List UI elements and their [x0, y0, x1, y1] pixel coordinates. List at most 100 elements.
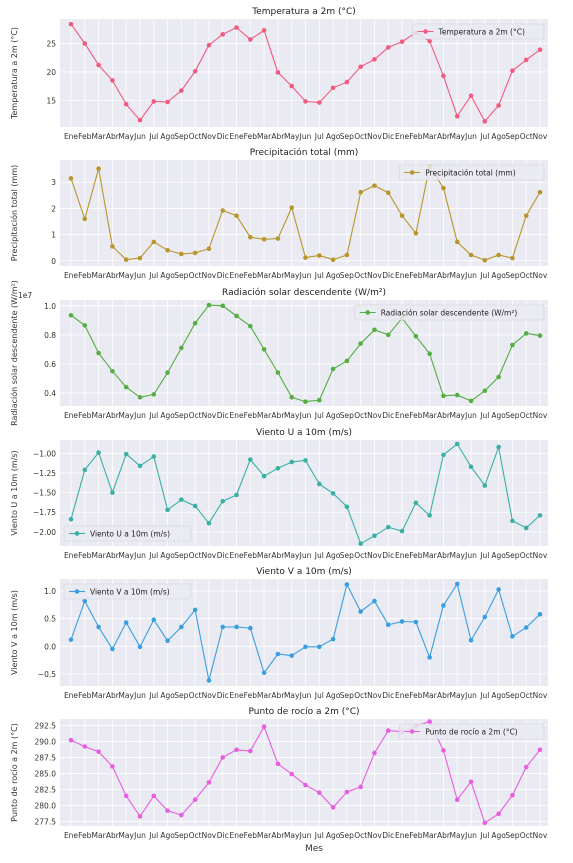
data-point: [248, 625, 253, 631]
data-point: [358, 341, 363, 346]
data-point: [96, 350, 101, 356]
data-point: [165, 370, 170, 375]
data-point: [510, 792, 515, 798]
x-tick-label: Jun: [133, 551, 146, 560]
data-point: [427, 719, 432, 724]
x-tick-label: Ene: [395, 551, 409, 560]
data-point: [123, 620, 129, 625]
data-point: [454, 581, 460, 587]
x-tick-label: Dic: [217, 271, 229, 280]
data-point: [234, 492, 239, 498]
x-tick-label: Jun: [464, 691, 477, 700]
data-point: [482, 614, 488, 620]
x-tick-label: Abr: [271, 271, 285, 280]
x-tick-label: Nov: [202, 691, 217, 700]
data-point: [275, 70, 281, 75]
x-tick-label: Abr: [106, 271, 120, 280]
x-tick-label: Mar: [423, 551, 438, 560]
x-tick-label: Ene: [229, 831, 243, 840]
data-point: [537, 513, 543, 518]
data-point: [510, 68, 515, 74]
x-tick-label: Ago: [160, 691, 175, 700]
x-tick-label: May: [449, 551, 465, 560]
x-tick-label: May: [284, 132, 300, 141]
data-point: [137, 255, 143, 261]
x-tick-label: Mar: [92, 411, 107, 420]
data-point: [220, 755, 226, 760]
x-tick-label: Dic: [217, 411, 229, 420]
data-point: [468, 464, 474, 469]
x-tick-label: Ago: [160, 411, 175, 420]
data-point: [399, 39, 405, 45]
x-tick-label: Mar: [423, 132, 438, 141]
x-tick-label: Sep: [174, 691, 188, 700]
data-point: [110, 646, 115, 652]
x-tick-label: Jun: [299, 831, 312, 840]
x-tick-label: Oct: [189, 132, 202, 141]
x-tick-label: Feb: [244, 132, 258, 141]
data-point: [123, 451, 129, 457]
data-point: [372, 750, 377, 756]
data-point: [165, 638, 170, 644]
x-tick-label: Ago: [326, 691, 341, 700]
data-point: [482, 483, 488, 488]
data-point: [330, 366, 336, 372]
data-point: [220, 303, 226, 309]
legend-marker-swatch: [409, 170, 415, 175]
x-tick-label: May: [118, 691, 134, 700]
data-point: [537, 333, 543, 338]
data-point: [358, 784, 363, 790]
x-tick-label: Nov: [533, 132, 548, 141]
data-point: [330, 491, 336, 496]
data-point: [358, 541, 363, 546]
x-tick-label: Ago: [326, 551, 341, 560]
x-tick-label: Ago: [160, 551, 175, 560]
x-tick-label: Sep: [505, 411, 519, 420]
x-tick-label: Oct: [520, 271, 533, 280]
data-point: [234, 747, 239, 753]
x-tick-label: Feb: [78, 411, 92, 420]
x-tick-label: Oct: [354, 831, 367, 840]
data-point: [385, 190, 391, 196]
y-tick-label: 0.0: [44, 642, 56, 651]
x-tick-label: Ene: [229, 551, 243, 560]
y-tick-label: −2.00: [33, 528, 56, 537]
y-tick-label: −1.50: [33, 489, 56, 498]
data-point: [399, 213, 405, 219]
chart-title: Precipitación total (mm): [250, 147, 359, 158]
data-point: [413, 500, 419, 506]
x-tick-label: May: [449, 271, 465, 280]
y-exponent-label: 1e7: [18, 291, 32, 300]
data-point: [82, 598, 88, 604]
x-tick-label: Mar: [92, 691, 107, 700]
data-point: [261, 28, 267, 33]
x-tick-label: Ene: [395, 691, 409, 700]
data-point: [206, 302, 212, 308]
data-point: [151, 239, 157, 245]
legend: Precipitación total (mm): [398, 164, 545, 181]
x-tick-label: Dic: [217, 132, 229, 141]
legend-box: [398, 723, 545, 740]
data-point: [510, 518, 515, 524]
data-point: [523, 331, 529, 336]
x-tick-label: Jul: [314, 271, 324, 280]
x-tick-label: Jul: [479, 831, 489, 840]
data-point: [441, 185, 446, 191]
data-point: [261, 670, 267, 676]
legend: Temperatura a 2m (°C): [412, 23, 545, 40]
y-tick-label: 1.0: [44, 587, 56, 596]
legend-marker-swatch: [365, 310, 371, 315]
y-axis-label: Viento V a 10m (m/s): [10, 590, 19, 675]
x-tick-label: May: [449, 411, 465, 420]
data-point: [82, 467, 88, 473]
x-tick-label: Jun: [464, 271, 477, 280]
data-point: [192, 250, 198, 256]
data-point: [68, 637, 74, 642]
data-point: [537, 747, 543, 753]
x-tick-label: Sep: [505, 132, 519, 141]
data-point: [68, 312, 74, 318]
x-tick-label: Mar: [92, 551, 107, 560]
y-tick-label: 15: [46, 96, 56, 105]
x-tick-label: Ene: [64, 132, 78, 141]
x-tick-label: Jul: [314, 411, 324, 420]
